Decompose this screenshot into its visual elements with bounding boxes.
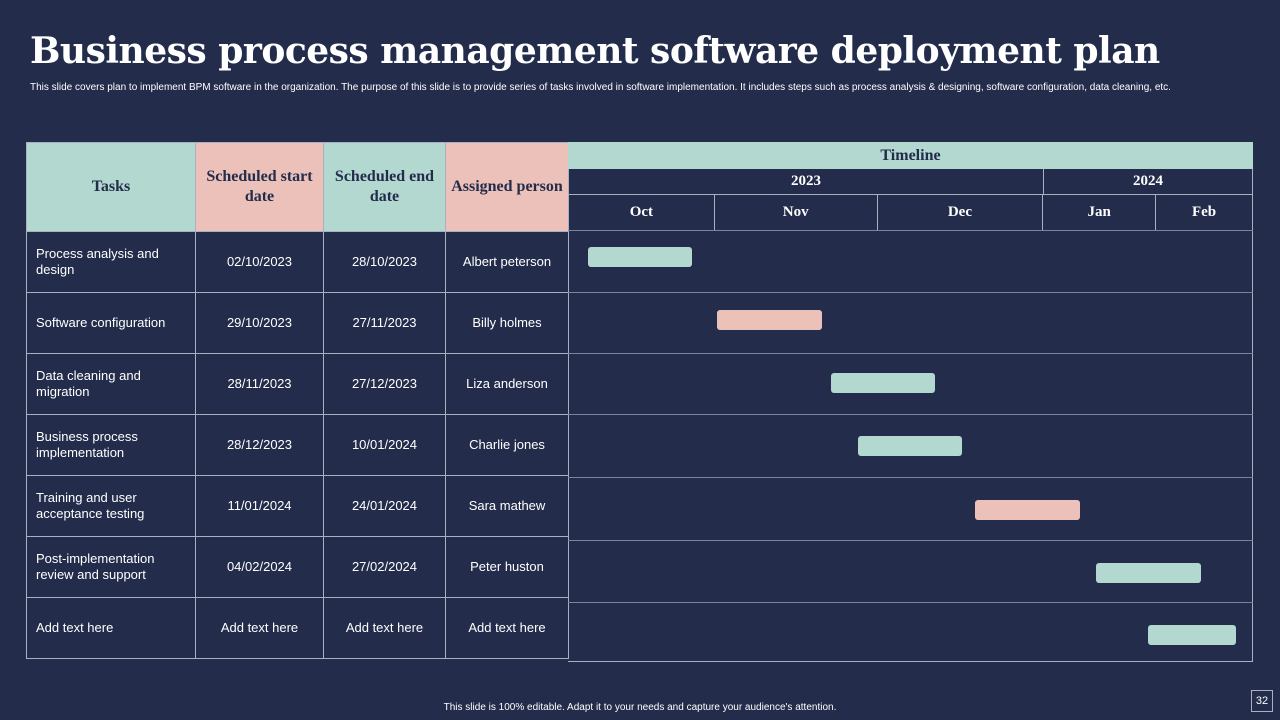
- end-date: 24/01/2024: [323, 475, 446, 537]
- assigned-person: Peter huston: [445, 536, 569, 598]
- timeline-header: Timeline 2023 2024 Oct Nov Dec Jan Feb: [568, 142, 1253, 231]
- timeline-months: Oct Nov Dec Jan Feb: [568, 195, 1253, 231]
- timeline-row: [568, 230, 1253, 293]
- start-date: Add text here: [195, 597, 324, 659]
- assigned-person: Billy holmes: [445, 292, 569, 354]
- timeline-chart: [568, 230, 1253, 662]
- timeline-row: [568, 602, 1253, 663]
- task-name: Add text here: [26, 597, 196, 659]
- table-row: Process analysis and design 02/10/2023 2…: [26, 231, 569, 293]
- page-title: Business process management software dep…: [30, 30, 1160, 72]
- gantt-bar: [1148, 625, 1236, 645]
- table-row: Post-implementation review and support 0…: [26, 536, 569, 598]
- table-row: Training and user acceptance testing 11/…: [26, 475, 569, 537]
- month-nov: Nov: [713, 195, 878, 231]
- gantt-bar: [717, 310, 822, 330]
- end-date: 10/01/2024: [323, 414, 446, 476]
- month-oct: Oct: [568, 195, 715, 231]
- start-date: 28/12/2023: [195, 414, 324, 476]
- timeline-years: 2023 2024: [568, 169, 1253, 195]
- end-date: 27/12/2023: [323, 353, 446, 415]
- table-row: Business process implementation 28/12/20…: [26, 414, 569, 476]
- end-date: Add text here: [323, 597, 446, 659]
- footer-note: This slide is 100% editable. Adapt it to…: [443, 702, 837, 713]
- tasks-table: Tasks Scheduled start date Scheduled end…: [26, 142, 569, 659]
- timeline-row: [568, 414, 1253, 478]
- month-dec: Dec: [876, 195, 1044, 231]
- assigned-person: Charlie jones: [445, 414, 569, 476]
- task-name: Post-implementation review and support: [26, 536, 196, 598]
- header-tasks: Tasks: [26, 142, 196, 232]
- task-name: Business process implementation: [26, 414, 196, 476]
- header-end-date: Scheduled end date: [323, 142, 446, 232]
- assigned-person: Add text here: [445, 597, 569, 659]
- end-date: 27/02/2024: [323, 536, 446, 598]
- end-date: 28/10/2023: [323, 231, 446, 293]
- end-date: 27/11/2023: [323, 292, 446, 354]
- start-date: 02/10/2023: [195, 231, 324, 293]
- gantt-bar: [588, 247, 692, 267]
- task-name: Software configuration: [26, 292, 196, 354]
- table-row: Add text here Add text here Add text her…: [26, 597, 569, 659]
- header-assigned-person: Assigned person: [445, 142, 569, 232]
- start-date: 11/01/2024: [195, 475, 324, 537]
- page-number: 32: [1251, 690, 1273, 712]
- slide-description: This slide covers plan to implement BPM …: [30, 82, 1171, 93]
- timeline-row: [568, 477, 1253, 541]
- timeline-title: Timeline: [568, 142, 1253, 169]
- start-date: 04/02/2024: [195, 536, 324, 598]
- gantt-bar: [831, 373, 935, 393]
- year-2024: 2024: [1043, 169, 1253, 195]
- table-header-row: Tasks Scheduled start date Scheduled end…: [26, 142, 569, 232]
- task-name: Data cleaning and migration: [26, 353, 196, 415]
- task-name: Process analysis and design: [26, 231, 196, 293]
- assigned-person: Sara mathew: [445, 475, 569, 537]
- assigned-person: Albert peterson: [445, 231, 569, 293]
- table-row: Data cleaning and migration 28/11/2023 2…: [26, 353, 569, 415]
- month-feb: Feb: [1155, 195, 1253, 231]
- task-name: Training and user acceptance testing: [26, 475, 196, 537]
- year-2023: 2023: [568, 169, 1044, 195]
- gantt-bar: [1096, 563, 1201, 583]
- start-date: 29/10/2023: [195, 292, 324, 354]
- start-date: 28/11/2023: [195, 353, 324, 415]
- timeline-row: [568, 292, 1253, 354]
- timeline-row: [568, 353, 1253, 415]
- timeline-row: [568, 540, 1253, 603]
- gantt-bar: [975, 500, 1080, 520]
- header-start-date: Scheduled start date: [195, 142, 324, 232]
- month-jan: Jan: [1042, 195, 1157, 231]
- table-row: Software configuration 29/10/2023 27/11/…: [26, 292, 569, 354]
- gantt-bar: [858, 436, 962, 456]
- assigned-person: Liza anderson: [445, 353, 569, 415]
